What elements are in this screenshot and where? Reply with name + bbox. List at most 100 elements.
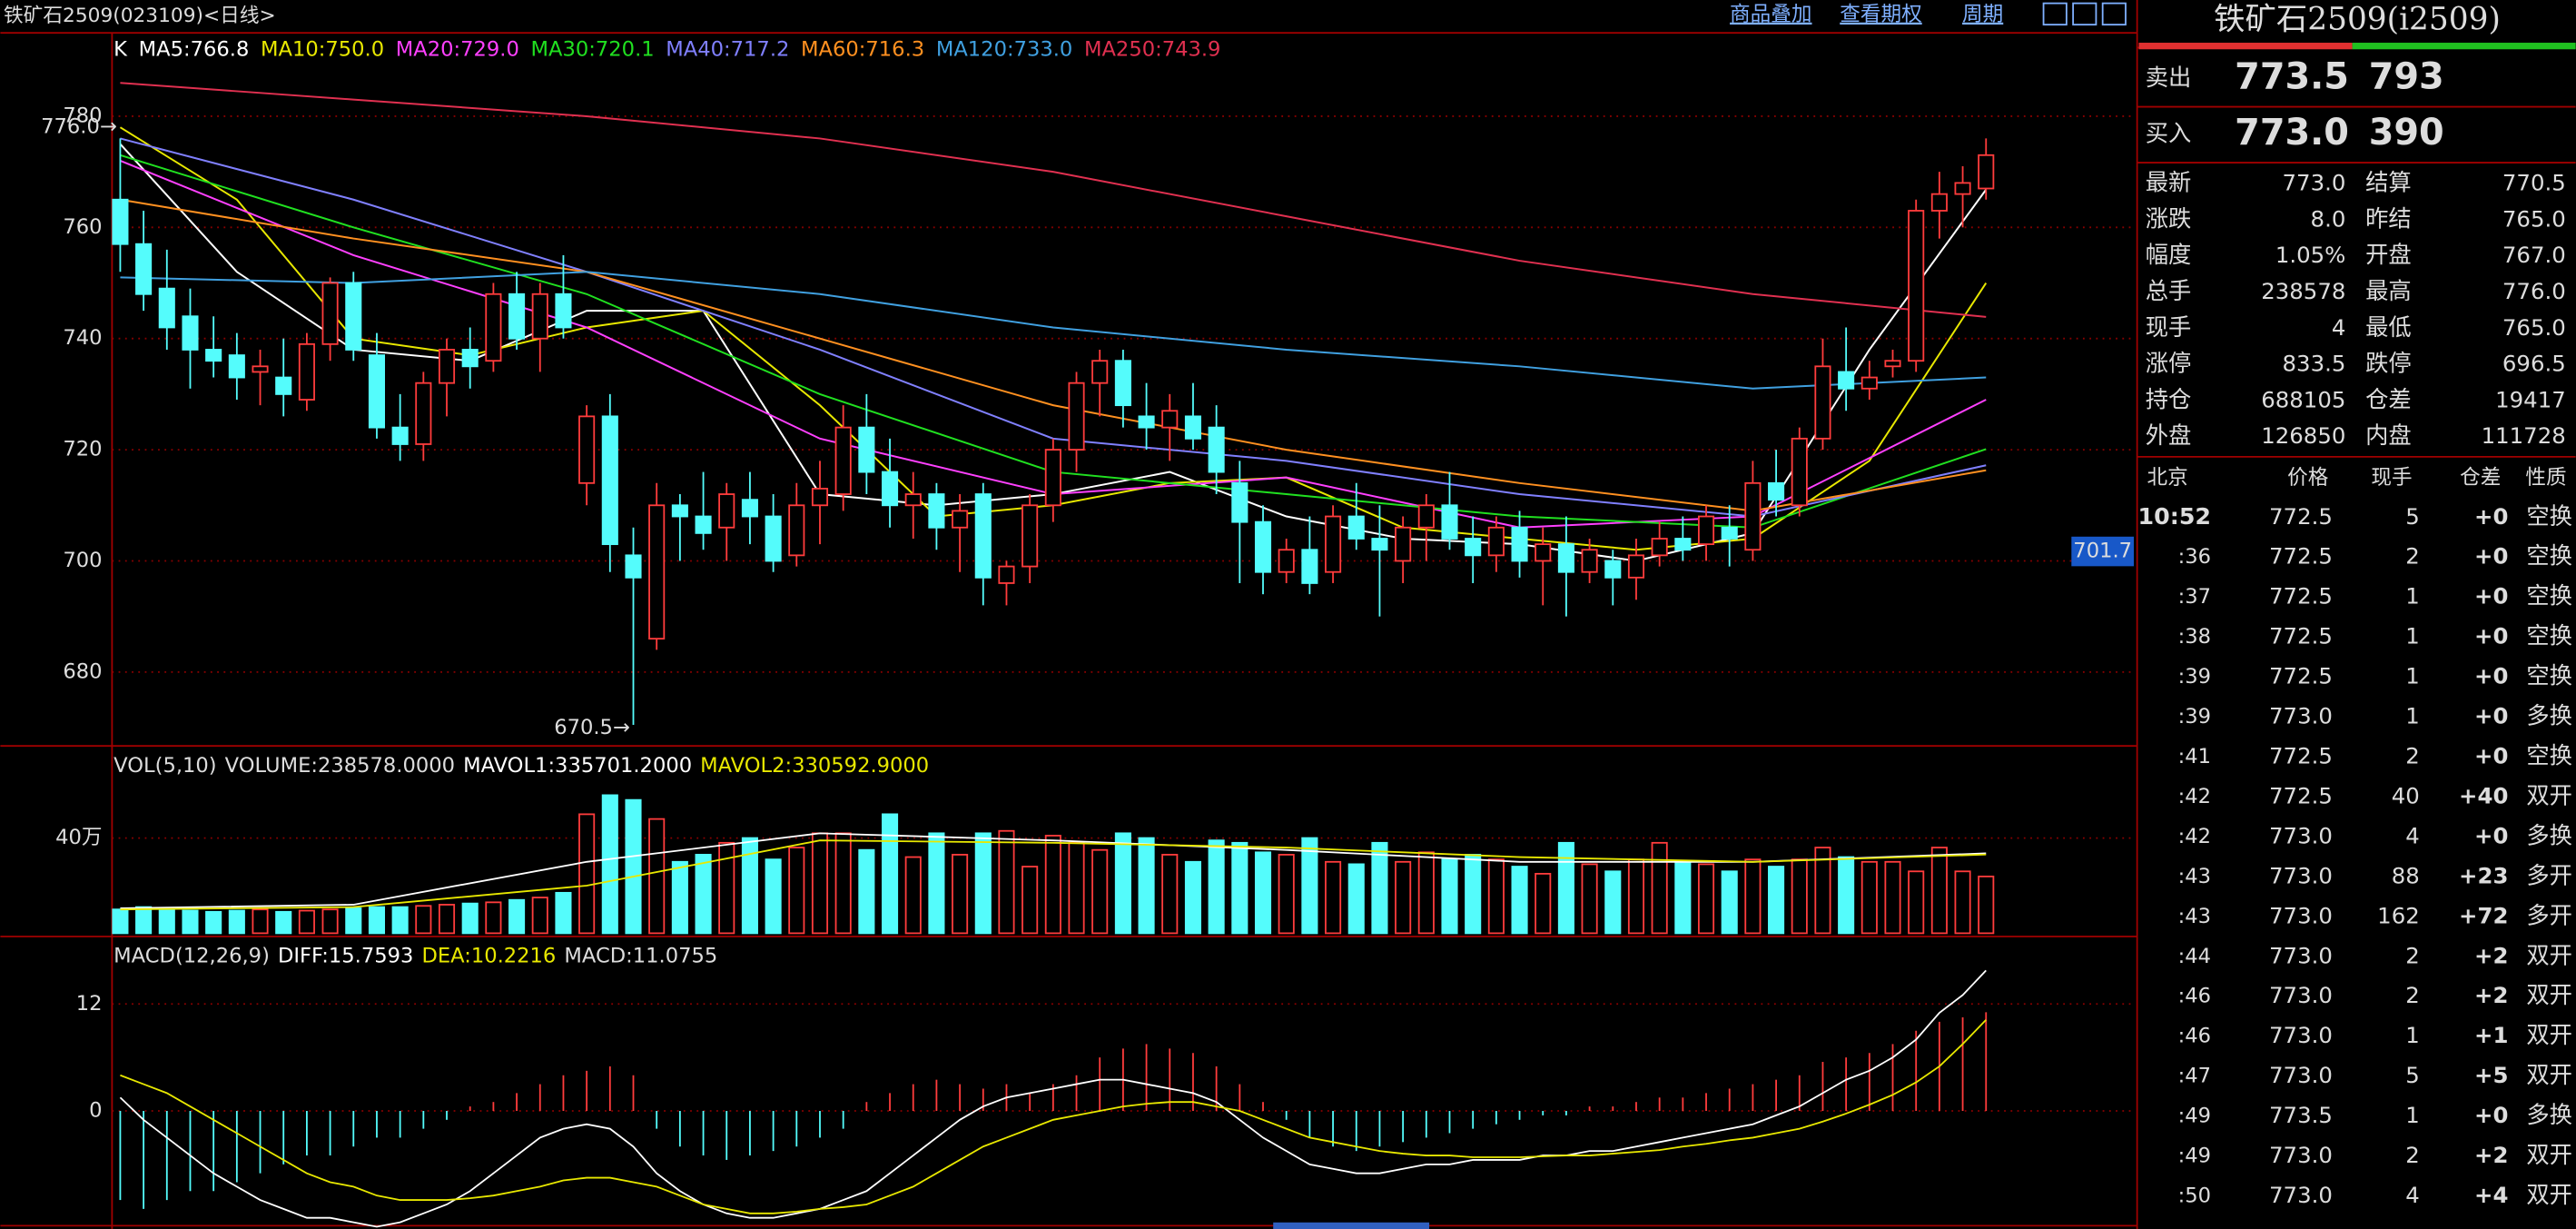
volume-bar: [904, 856, 922, 935]
stat-label: 总手: [2146, 277, 2192, 304]
volume-bar: [858, 848, 875, 935]
trade-nature: 空换: [2526, 662, 2572, 689]
trade-oi: +0: [2474, 583, 2508, 610]
stat-value: 776.0: [2502, 278, 2566, 304]
order-price: 773.0: [2235, 112, 2349, 154]
volume-bar: [1651, 841, 1668, 935]
trade-volume: 2: [2405, 543, 2420, 570]
volume-bar: [625, 798, 642, 935]
volume-bar: [391, 906, 409, 935]
stat-label: 内盘: [2365, 421, 2412, 449]
trade-price: 773.0: [2269, 1182, 2333, 1208]
candle-body: [601, 415, 618, 546]
candle-body: [1884, 360, 1901, 368]
stat-value: 688105: [2261, 386, 2345, 412]
stat-value: 696.5: [2502, 351, 2566, 377]
volume-bar: [1884, 860, 1901, 935]
candle-body: [578, 415, 596, 484]
legend-entry: DIFF:15.7593: [278, 944, 413, 967]
volume-bar: [1581, 863, 1598, 935]
trade-oi: +0: [2474, 743, 2508, 769]
candle-body: [1721, 526, 1738, 540]
link[interactable]: 查看期权: [1840, 3, 1921, 26]
nav-button[interactable]: [2072, 2, 2097, 26]
candle-body: [1161, 410, 1179, 429]
volume-bar: [601, 794, 618, 935]
trade-volume: 1: [2405, 703, 2420, 729]
trade-nature: 双开: [2526, 941, 2572, 968]
legend-entry: MAVOL2:330592.9000: [700, 753, 929, 777]
volume-bar: [974, 832, 992, 935]
trade-nature: 多开: [2526, 861, 2572, 888]
stat-label: 现手: [2146, 313, 2192, 341]
nav-button[interactable]: [2042, 2, 2068, 26]
stat-value: 1.05%: [2275, 242, 2346, 268]
trade-time: :50: [2178, 1184, 2211, 1208]
candle-body: [625, 554, 642, 579]
candle-body: [741, 499, 758, 518]
link[interactable]: 商品叠加: [1730, 3, 1811, 26]
trade-volume: 40: [2392, 782, 2420, 808]
volume-bar: [368, 906, 386, 935]
trade-oi: +0: [2474, 822, 2508, 848]
trade-oi: +2: [2474, 982, 2508, 1008]
candle-body: [1114, 360, 1131, 407]
trade-nature: 双开: [2526, 1141, 2572, 1168]
volume-bar: [1068, 841, 1085, 935]
nav-button[interactable]: [2101, 2, 2127, 26]
candle-body: [811, 488, 829, 507]
trade-nature: 双开: [2526, 981, 2572, 1008]
window-title: 铁矿石2509(023109)<日线>: [4, 5, 276, 27]
trade-price: 773.0: [2269, 902, 2333, 928]
volume-bar: [952, 854, 969, 935]
stat-value: 773.0: [2283, 170, 2346, 196]
order-label: 买入: [2146, 119, 2192, 146]
trade-price: 773.0: [2269, 703, 2333, 729]
trade-volume: 2: [2405, 982, 2420, 1008]
candle-body: [112, 198, 129, 245]
trade-volume: 2: [2405, 743, 2420, 769]
y-tick-label: 12: [76, 992, 103, 1016]
volume-bar: [1860, 860, 1878, 935]
volume-bar: [1044, 835, 1061, 935]
candle-body: [1978, 154, 1995, 190]
volume-bar: [695, 854, 712, 935]
candle-body: [1954, 182, 1971, 195]
trade-header: 性质: [2525, 466, 2566, 490]
scrollbar[interactable]: [1273, 1222, 1430, 1229]
volume-bar: [718, 841, 735, 935]
trade-price: 773.0: [2269, 822, 2333, 848]
trade-volume: 2: [2405, 1142, 2420, 1168]
candle-body: [508, 292, 526, 340]
candle-body: [1417, 504, 1435, 529]
candle-body: [1231, 481, 1249, 523]
link[interactable]: 周期: [1962, 3, 2003, 26]
volume-bar: [1161, 854, 1179, 935]
volume-bar: [438, 904, 456, 935]
trade-nature: 多开: [2526, 901, 2572, 928]
volume-bar: [1511, 866, 1528, 935]
candle-body: [1208, 426, 1225, 473]
candle-body: [1138, 415, 1155, 429]
stat-value: 8.0: [2311, 205, 2346, 232]
legend-entry: VOLUME:238578.0000: [225, 753, 455, 777]
trade-price: 772.5: [2269, 503, 2333, 530]
volume-bar: [1930, 847, 1948, 935]
volume-bar: [928, 832, 945, 935]
legend-entry: DEA:10.2216: [421, 944, 556, 967]
candle-body: [648, 504, 666, 640]
stat-value: 765.0: [2502, 205, 2566, 232]
macd-legend: MACD(12,26,9) DIFF:15.7593 DEA:10.2216 MACD…: [114, 944, 717, 967]
stat-value: 833.5: [2283, 351, 2346, 377]
trade-price: 772.5: [2269, 543, 2333, 570]
candle-body: [1674, 538, 1692, 551]
trade-time: :43: [2178, 865, 2211, 888]
candle-body: [974, 493, 992, 579]
candle-body: [1908, 210, 1925, 362]
candle-body: [1278, 549, 1295, 573]
trade-time: 10:52: [2137, 502, 2211, 530]
volume-bar: [1604, 870, 1622, 935]
trade-volume: 1: [2405, 583, 2420, 610]
stat-value: 126850: [2261, 422, 2345, 449]
trade-time: :41: [2178, 745, 2211, 768]
